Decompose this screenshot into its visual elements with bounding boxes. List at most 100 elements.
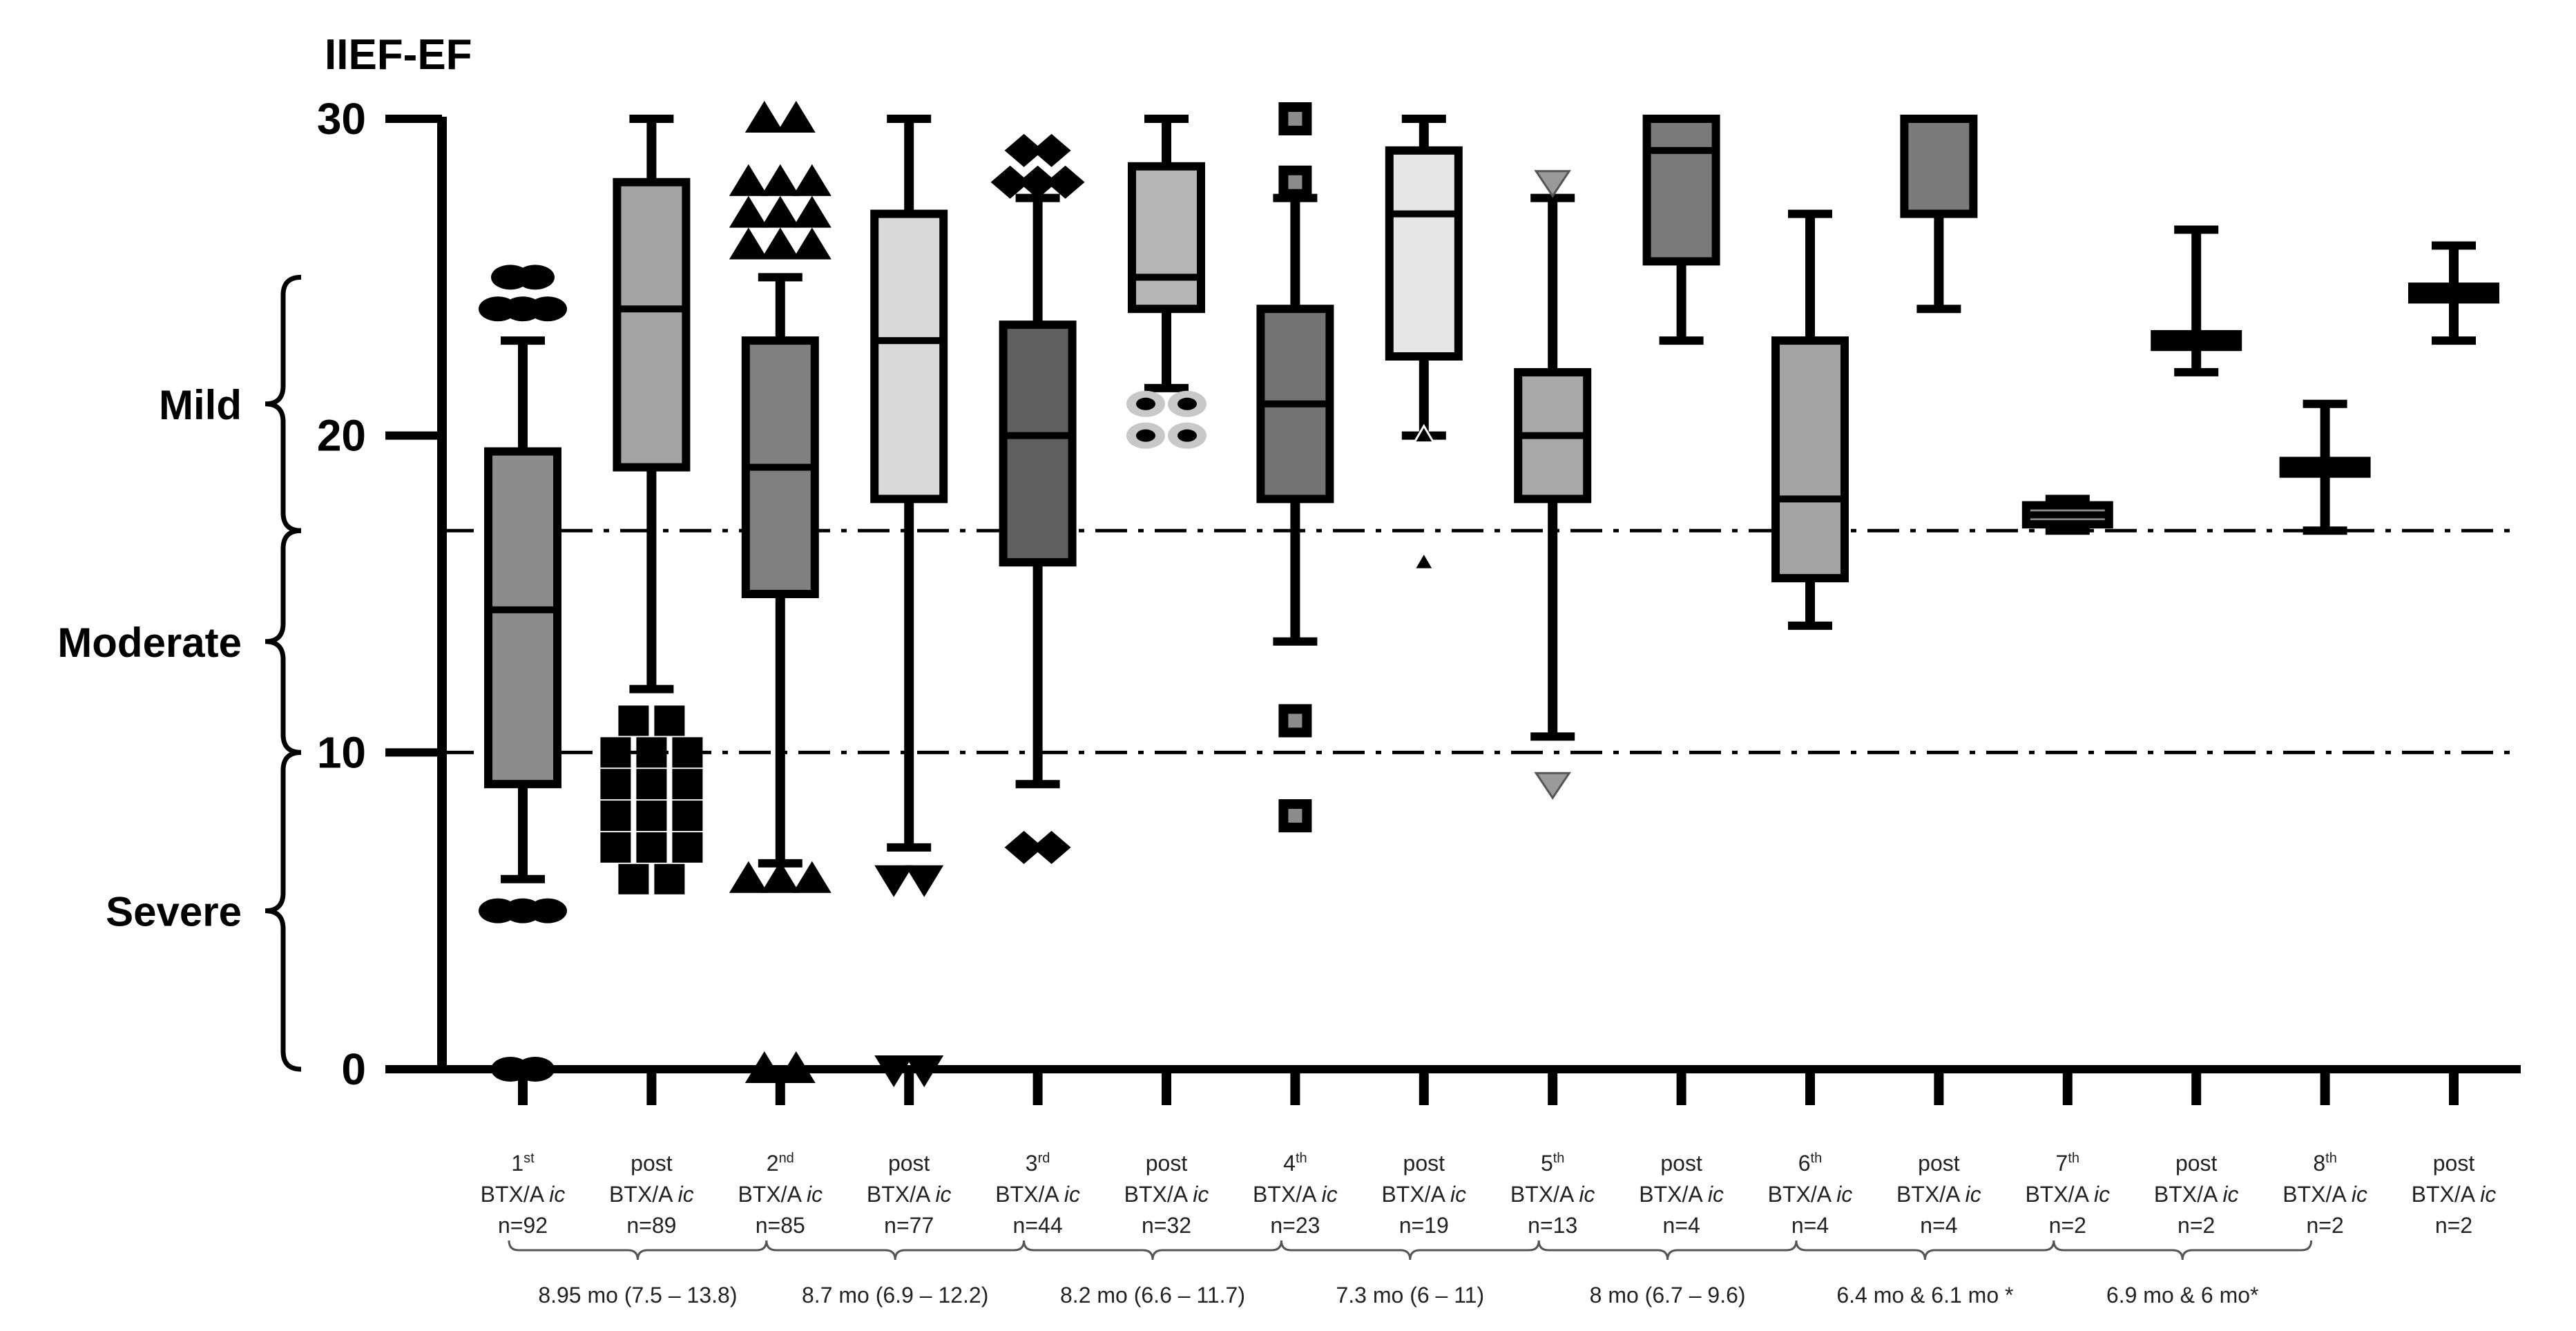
x-label-line1: post (2175, 1151, 2218, 1176)
outlier-point (874, 865, 914, 897)
outlier-point (729, 164, 768, 196)
x-label-line1: post (1146, 1151, 1188, 1176)
x-label-ordinal-suffix: th (1553, 1151, 1565, 1166)
outlier-square-inner (1288, 112, 1303, 126)
outlier-point (1412, 423, 1436, 444)
x-label-drug: BTX/A (2025, 1182, 2094, 1207)
x-label-post: post (2175, 1151, 2218, 1176)
x-label-route: ic (1193, 1182, 1209, 1207)
outlier-point (744, 1051, 784, 1083)
x-label-line1: post (888, 1151, 930, 1176)
box-iqr (1128, 162, 1205, 314)
x-label-line1: 8th (2313, 1151, 2336, 1176)
x-label-route: ic (2352, 1182, 2367, 1207)
y-tick-label: 20 (317, 411, 366, 461)
interval-brace (1023, 1240, 1282, 1261)
box-group (2021, 495, 2113, 535)
x-label-ordinal: 4 (1283, 1151, 1296, 1176)
x-label-drug: BTX/A (1381, 1182, 1450, 1207)
outlier-point (760, 227, 800, 260)
outlier-point (744, 101, 784, 133)
x-label-route: ic (2094, 1182, 2110, 1207)
interval-label: 6.4 mo & 6.1 mo * (1836, 1283, 2013, 1308)
outlier-point (1412, 550, 1436, 571)
x-label-line2: BTX/A ic (995, 1182, 1080, 1207)
outlier-ring-inner (1136, 429, 1155, 442)
outlier-point (636, 769, 667, 800)
reference-lines (442, 528, 2521, 754)
x-label-line1: 7th (2056, 1151, 2079, 1176)
outlier-square-inner (1288, 809, 1303, 823)
x-label-drug: BTX/A (2282, 1182, 2352, 1207)
outlier-point (1534, 170, 1572, 198)
x-label-ordinal-suffix: th (2325, 1151, 2337, 1166)
x-label-n: n=77 (884, 1213, 934, 1238)
x-label-drug: BTX/A (481, 1182, 550, 1207)
outlier-point (1278, 704, 1312, 738)
x-label-ordinal-suffix: st (523, 1151, 535, 1166)
x-label-ordinal-suffix: th (1811, 1151, 1823, 1166)
outlier-point (1278, 165, 1312, 199)
x-label-post: post (631, 1151, 673, 1176)
box-group (870, 115, 948, 1087)
outlier-point (654, 705, 685, 736)
x-tick-label-group: 5th BTX/A ic n=13 (1510, 1151, 1595, 1238)
outlier-point (1046, 165, 1085, 199)
outlier-point (600, 737, 631, 768)
y-tick-label: 10 (317, 727, 366, 777)
x-label-n: n=4 (1791, 1213, 1829, 1238)
x-tick-label-group: post BTX/A ic n=2 (2412, 1151, 2497, 1238)
outlier-point (729, 861, 768, 893)
outlier-point (792, 227, 832, 260)
x-label-ordinal: 6 (1798, 1151, 1811, 1176)
interval-label: 8.2 mo (6.6 – 11.7) (1060, 1283, 1245, 1308)
outlier-point (776, 101, 816, 133)
x-label-ordinal-suffix: rd (1038, 1151, 1050, 1166)
outlier-point (990, 165, 1030, 199)
outlier-point (600, 832, 631, 863)
x-label-line2: BTX/A ic (1510, 1182, 1595, 1207)
interval-brace (1537, 1240, 1798, 1261)
x-label-ordinal-suffix: nd (779, 1151, 794, 1166)
outlier-ring-inner (1178, 397, 1197, 410)
severity-bands: Mild Moderate Severe (57, 274, 302, 1072)
box-group (2408, 241, 2499, 345)
outlier-point (528, 296, 567, 322)
x-label-line2: BTX/A ic (1381, 1182, 1466, 1207)
y-tick-label: 0 (341, 1044, 366, 1094)
box-group (1900, 115, 1978, 314)
x-label-n: n=13 (1528, 1213, 1577, 1238)
interval-label: 8.95 mo (7.5 – 13.8) (538, 1283, 737, 1308)
x-label-line1: post (2433, 1151, 2475, 1176)
x-label-n: n=32 (1142, 1213, 1191, 1238)
x-label-route: ic (678, 1182, 694, 1207)
x-label-route: ic (1836, 1182, 1852, 1207)
x-label-drug: BTX/A (2412, 1182, 2481, 1207)
x-label-line1: 5th (1541, 1151, 1564, 1176)
x-label-route: ic (1322, 1182, 1338, 1207)
outlier-point (600, 769, 631, 800)
x-label-drug: BTX/A (1896, 1182, 1965, 1207)
interval-annotations: 8.95 mo (7.5 – 13.8) 8.7 mo (6.9 – 12.2) 8… (508, 1240, 2313, 1308)
x-label-drug: BTX/A (1510, 1182, 1579, 1207)
x-tick-label-group: post BTX/A ic n=2 (2154, 1151, 2239, 1238)
x-label-route: ic (2222, 1182, 2238, 1207)
x-label-post: post (1403, 1151, 1445, 1176)
x-label-drug: BTX/A (738, 1182, 807, 1207)
x-label-ordinal: 8 (2313, 1151, 2325, 1176)
outlier-point (516, 265, 555, 290)
x-label-line2: BTX/A ic (1124, 1182, 1209, 1207)
x-label-route: ic (1708, 1182, 1724, 1207)
severity-brace (265, 528, 302, 755)
chart-title: IIEF-EF (325, 31, 472, 79)
outlier-square-inner (1288, 714, 1303, 728)
outlier-point (672, 832, 703, 863)
x-label-line1: post (1403, 1151, 1445, 1176)
outlier-point (792, 861, 832, 893)
outlier-point (1126, 422, 1165, 449)
x-label-line2: BTX/A ic (2154, 1182, 2239, 1207)
